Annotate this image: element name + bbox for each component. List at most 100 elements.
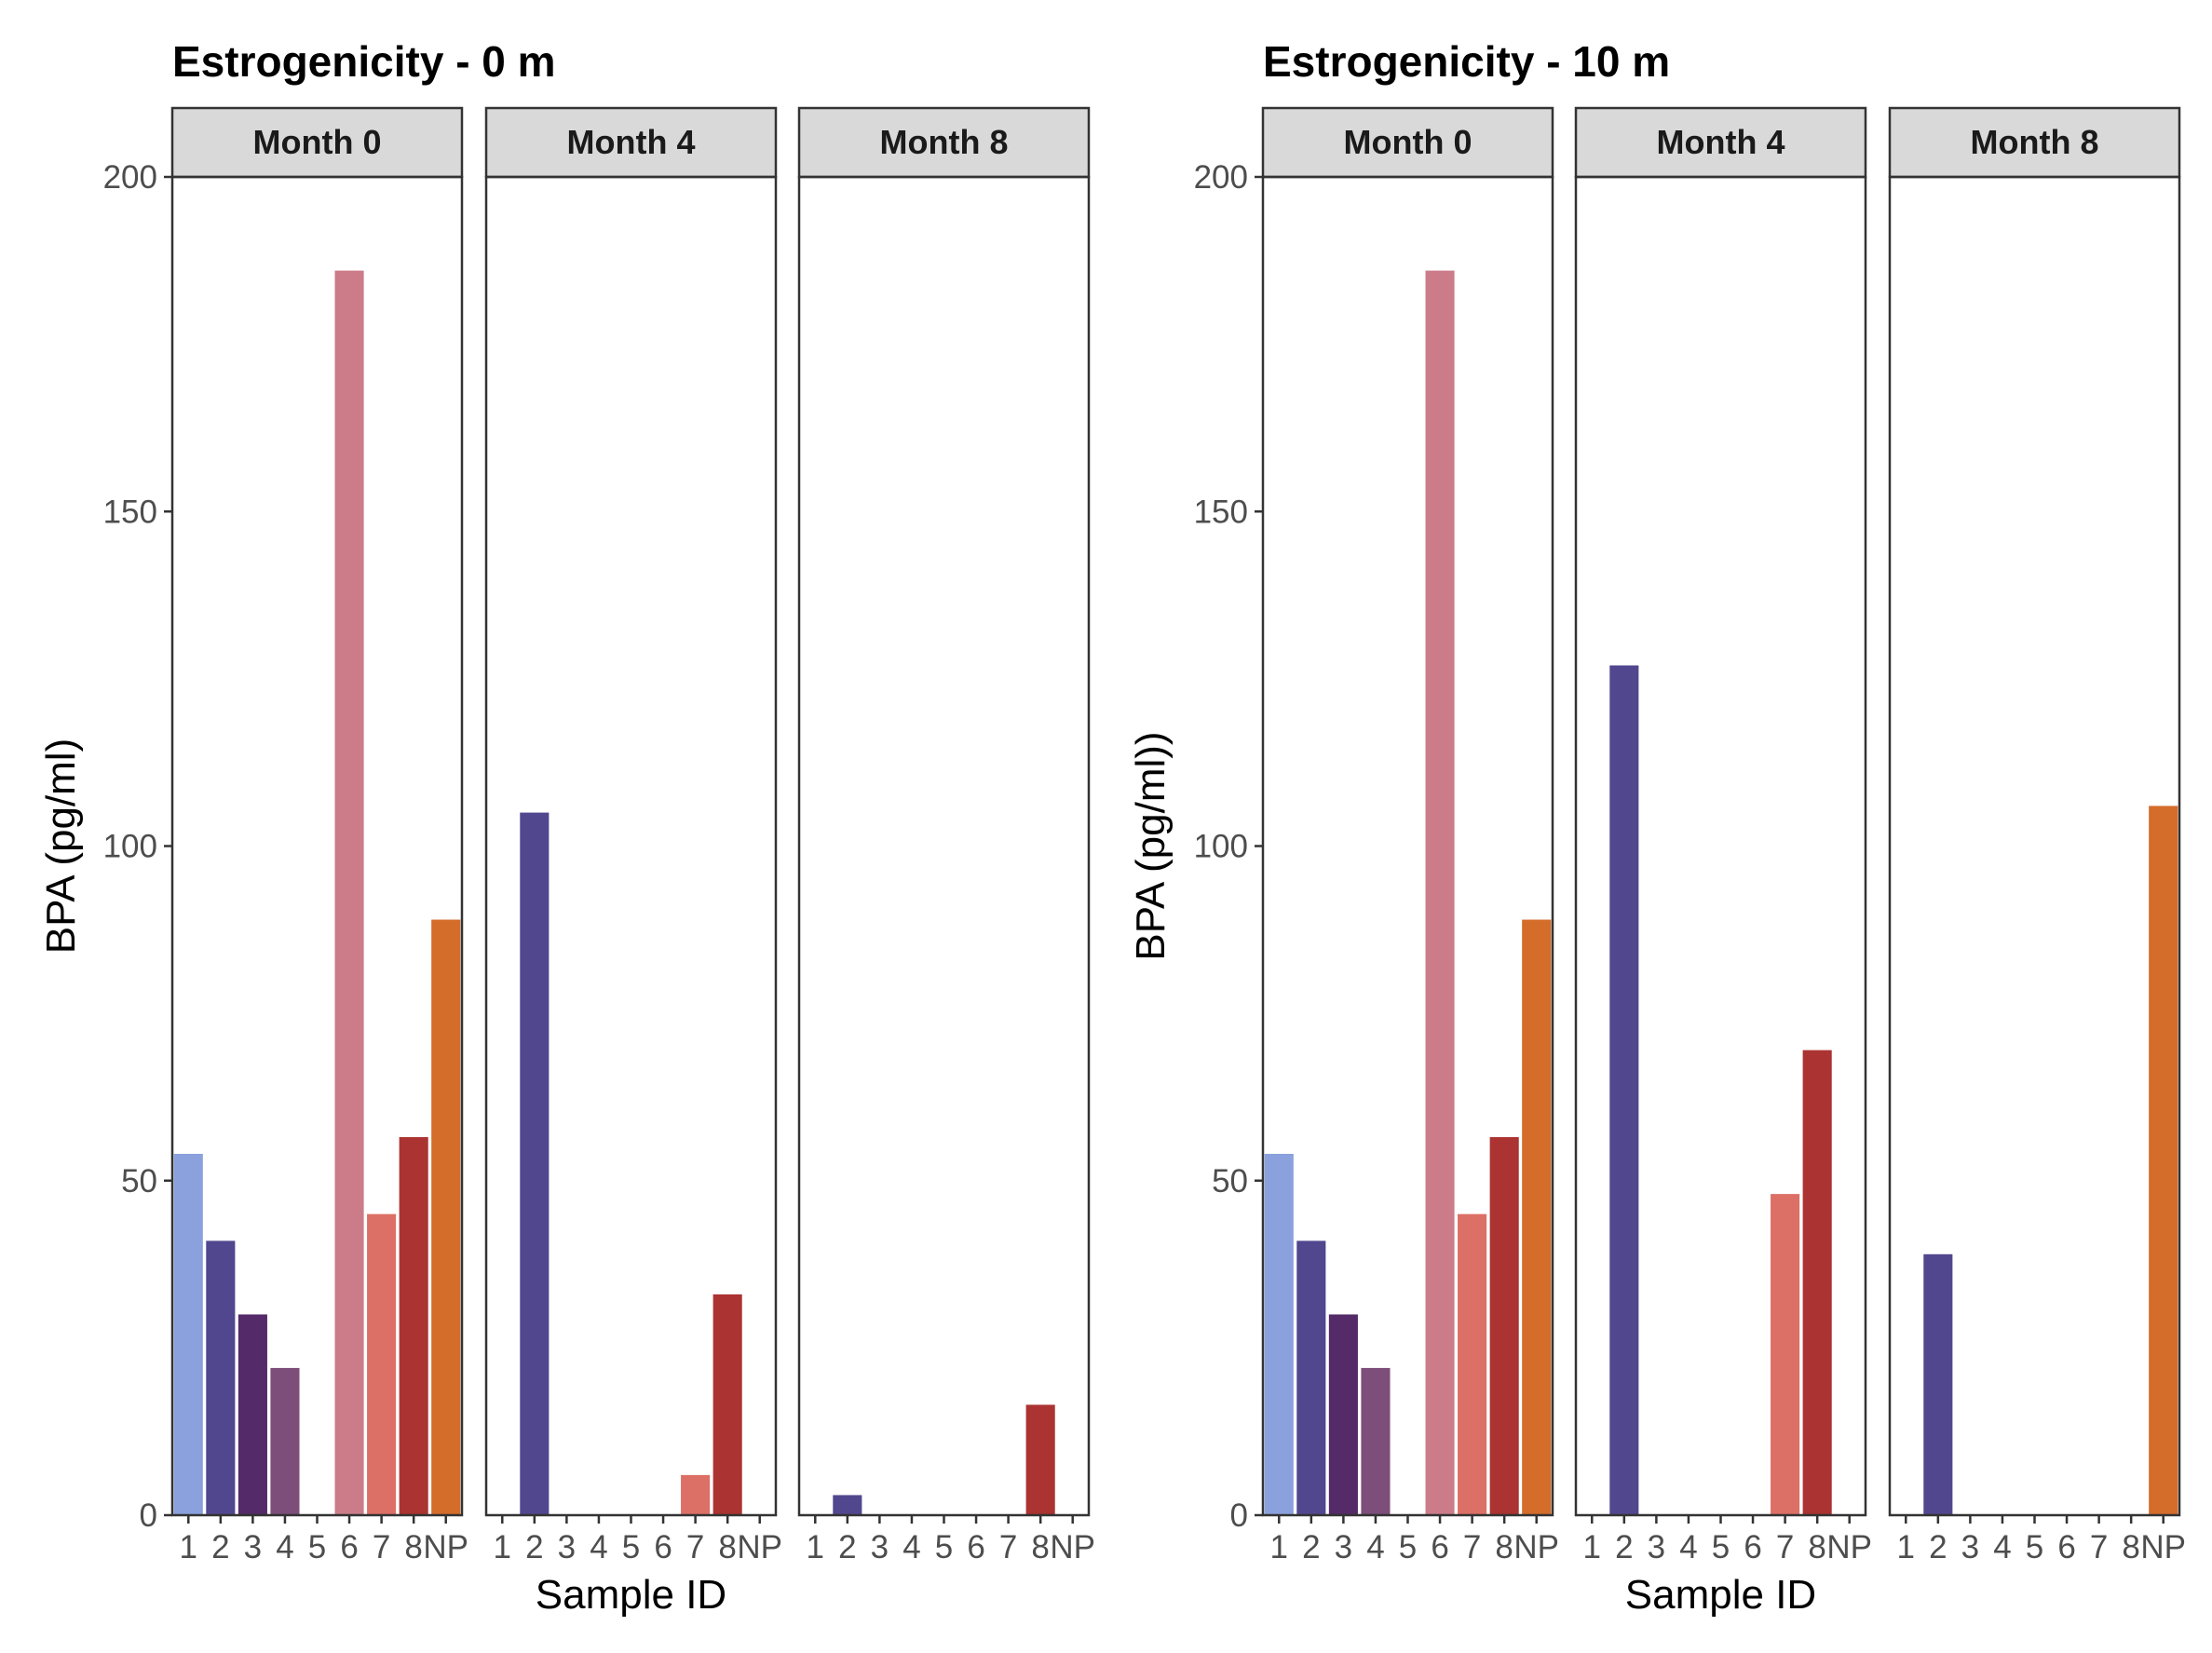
x-tick-label: 3 bbox=[1961, 1529, 1979, 1565]
chart-title: Estrogenicity - 10 m bbox=[1263, 37, 1670, 86]
x-tick-label: 4 bbox=[902, 1529, 920, 1565]
y-tick-label: 50 bbox=[1212, 1163, 1248, 1199]
x-tick-label: 8 bbox=[1031, 1529, 1049, 1565]
x-tick-label: 2 bbox=[211, 1529, 229, 1565]
facet-strip bbox=[170, 106, 464, 179]
bar-2 bbox=[833, 1495, 862, 1515]
x-tick-label: 1 bbox=[1897, 1529, 1915, 1565]
x-tick-label: 6 bbox=[1431, 1529, 1448, 1565]
x-tick-label: 6 bbox=[1744, 1529, 1761, 1565]
x-axis-title: Sample ID bbox=[1625, 1572, 1816, 1618]
facet-strip bbox=[797, 106, 1091, 179]
bar-6 bbox=[334, 270, 364, 1516]
facet-strip bbox=[484, 106, 778, 179]
bar-2 bbox=[1609, 665, 1639, 1515]
x-tick-label: 6 bbox=[967, 1529, 984, 1565]
x-tick-label: NP bbox=[2140, 1529, 2186, 1565]
x-tick-label: 4 bbox=[1993, 1529, 2011, 1565]
y-tick-label: 100 bbox=[1194, 829, 1248, 865]
y-tick-label: 150 bbox=[103, 494, 157, 530]
bar-8 bbox=[1025, 1404, 1055, 1515]
facet-strip-label: Month 8 bbox=[880, 123, 1009, 161]
x-tick-label: 7 bbox=[999, 1529, 1017, 1565]
y-tick-label: 200 bbox=[103, 159, 157, 196]
x-tick-label: 5 bbox=[935, 1529, 953, 1565]
x-tick-label: 6 bbox=[654, 1529, 672, 1565]
x-tick-label: 5 bbox=[1712, 1529, 1730, 1565]
x-tick-label: 3 bbox=[1335, 1529, 1352, 1565]
x-tick-label: 8 bbox=[404, 1529, 422, 1565]
x-tick-label: 2 bbox=[1615, 1529, 1633, 1565]
facet-strip bbox=[1261, 106, 1554, 179]
bar-np bbox=[431, 919, 461, 1515]
x-tick-label: 5 bbox=[2026, 1529, 2043, 1565]
bar-7 bbox=[681, 1474, 711, 1515]
x-tick-label: 3 bbox=[244, 1529, 262, 1565]
x-tick-label: 7 bbox=[1463, 1529, 1481, 1565]
bar-2 bbox=[206, 1240, 236, 1515]
x-tick-label: 2 bbox=[1302, 1529, 1320, 1565]
y-tick-label: 200 bbox=[1194, 159, 1248, 196]
x-tick-label: 4 bbox=[1366, 1529, 1384, 1565]
x-tick-label: 4 bbox=[590, 1529, 607, 1565]
bar-np bbox=[2149, 806, 2178, 1515]
x-tick-label: 1 bbox=[807, 1529, 824, 1565]
y-tick-label: 0 bbox=[140, 1497, 157, 1534]
bar-2 bbox=[1296, 1240, 1326, 1515]
bar-3 bbox=[1328, 1314, 1358, 1515]
x-tick-label: NP bbox=[1513, 1529, 1559, 1565]
bar-2 bbox=[520, 812, 550, 1515]
x-tick-label: NP bbox=[1050, 1529, 1095, 1565]
bar-8 bbox=[712, 1294, 742, 1515]
x-tick-label: 6 bbox=[340, 1529, 358, 1565]
x-tick-label: NP bbox=[423, 1529, 468, 1565]
x-tick-label: 7 bbox=[686, 1529, 704, 1565]
x-tick-label: 8 bbox=[1495, 1529, 1513, 1565]
x-tick-label: 5 bbox=[308, 1529, 326, 1565]
facet-strip-label: Month 4 bbox=[567, 123, 696, 161]
facet-strip-label: Month 0 bbox=[253, 123, 382, 161]
bar-3 bbox=[237, 1314, 267, 1515]
bar-4 bbox=[1361, 1367, 1391, 1515]
x-tick-label: 1 bbox=[180, 1529, 197, 1565]
bar-7 bbox=[1771, 1194, 1800, 1515]
bar-6 bbox=[1425, 270, 1455, 1516]
x-tick-label: 3 bbox=[871, 1529, 889, 1565]
x-tick-label: NP bbox=[737, 1529, 782, 1565]
bar-7 bbox=[1458, 1213, 1487, 1515]
x-tick-label: 3 bbox=[1648, 1529, 1665, 1565]
y-tick-label: 50 bbox=[121, 1163, 157, 1199]
y-tick-label: 100 bbox=[103, 829, 157, 865]
y-tick-label: 150 bbox=[1194, 494, 1248, 530]
x-axis-title: Sample ID bbox=[536, 1572, 726, 1618]
x-tick-label: 8 bbox=[1808, 1529, 1825, 1565]
bar-7 bbox=[367, 1213, 397, 1515]
x-tick-label: 2 bbox=[838, 1529, 856, 1565]
x-tick-label: 8 bbox=[718, 1529, 736, 1565]
x-tick-label: 7 bbox=[2090, 1529, 2108, 1565]
bar-8 bbox=[1489, 1137, 1519, 1515]
panel-border bbox=[797, 175, 1091, 1517]
y-tick-label: 0 bbox=[1230, 1497, 1248, 1534]
x-tick-label: 5 bbox=[1399, 1529, 1417, 1565]
x-tick-label: NP bbox=[1826, 1529, 1872, 1565]
x-tick-label: 2 bbox=[525, 1529, 543, 1565]
bar-2 bbox=[1923, 1253, 1953, 1515]
x-tick-label: 2 bbox=[1929, 1529, 1947, 1565]
bar-8 bbox=[399, 1137, 428, 1515]
facet-strip-label: Month 8 bbox=[1971, 123, 2099, 161]
x-tick-label: 3 bbox=[558, 1529, 576, 1565]
x-tick-label: 4 bbox=[1679, 1529, 1697, 1565]
bar-np bbox=[1522, 919, 1552, 1515]
x-tick-label: 1 bbox=[494, 1529, 511, 1565]
y-axis-title: BPA (pg/ml)) bbox=[1128, 731, 1174, 960]
x-tick-label: 8 bbox=[2122, 1529, 2139, 1565]
x-tick-label: 6 bbox=[2057, 1529, 2075, 1565]
x-tick-label: 4 bbox=[276, 1529, 293, 1565]
x-tick-label: 1 bbox=[1270, 1529, 1288, 1565]
x-tick-label: 7 bbox=[373, 1529, 390, 1565]
facet-strip bbox=[1888, 106, 2181, 179]
x-tick-label: 1 bbox=[1583, 1529, 1601, 1565]
bar-4 bbox=[270, 1367, 300, 1515]
chart-title: Estrogenicity - 0 m bbox=[172, 37, 556, 86]
